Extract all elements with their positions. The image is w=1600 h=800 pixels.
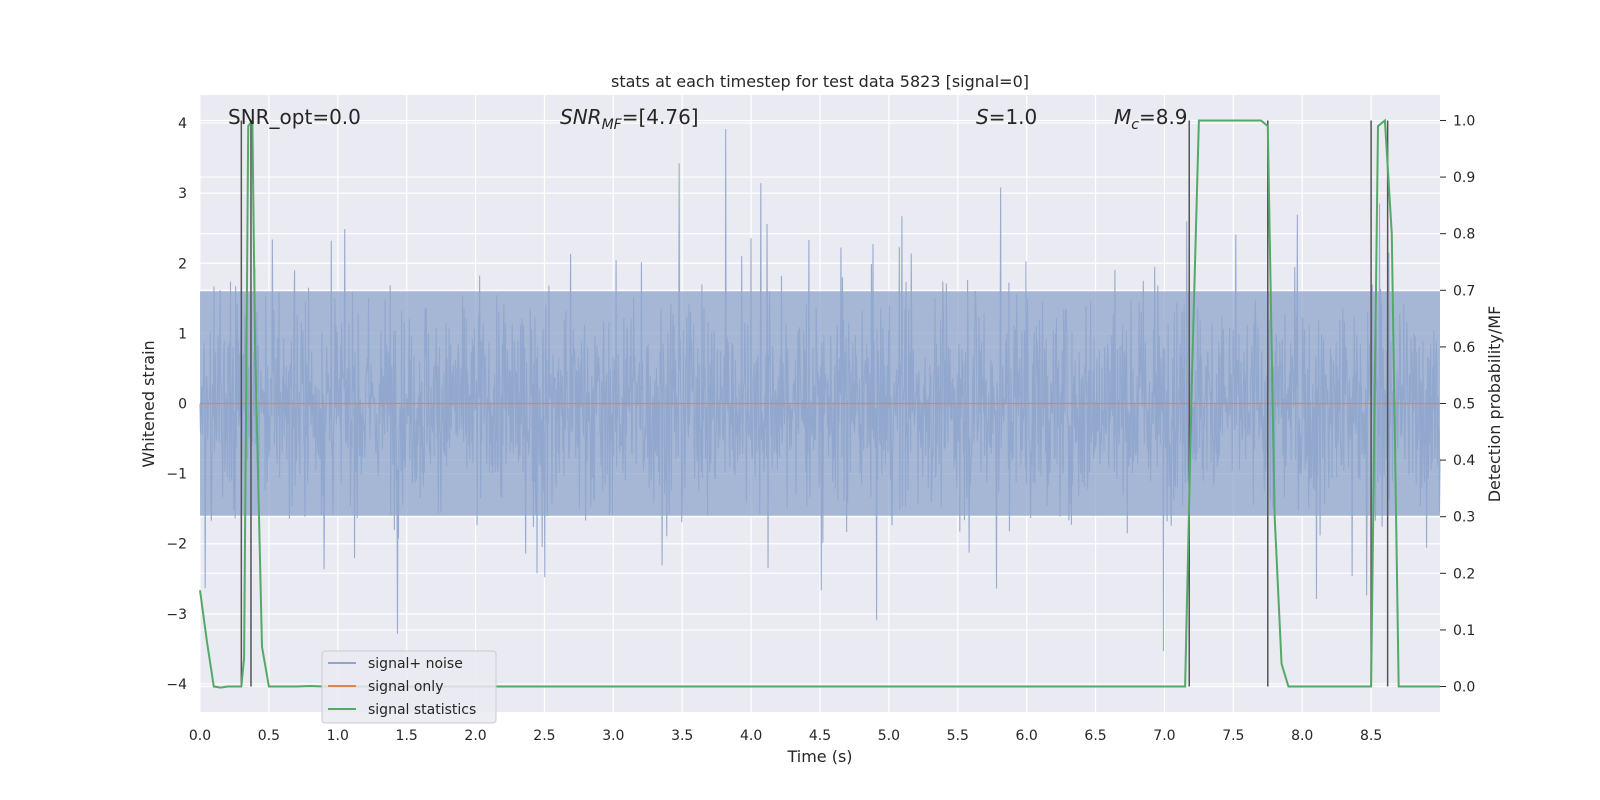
x-tick-9: 4.5 (809, 728, 831, 744)
y-right-tick-8: 0.8 (1453, 227, 1475, 243)
snr-mf-prefix: SNR (560, 105, 602, 129)
snr-mf-value: =[4.76] (622, 105, 699, 129)
y-left-tick-3: −1 (166, 467, 187, 483)
signal-statistics-line (199, 117, 1440, 689)
x-tick-4: 2.0 (464, 728, 486, 744)
y-right-tick-6: 0.6 (1453, 340, 1475, 356)
y-left-tick-4: 0 (178, 397, 187, 413)
y-right-tick-1: 0.1 (1453, 623, 1475, 639)
y-right-tick-labels: 0.0 0.1 0.2 0.3 0.4 0.5 0.6 0.7 0.8 0.9 1.0 (1440, 113, 1475, 696)
y-left-tick-0: −4 (166, 677, 187, 693)
mc-value: =8.9 (1139, 105, 1188, 129)
annotation-s: S=1.0 (976, 105, 1037, 129)
y-right-tick-5: 0.5 (1453, 397, 1475, 413)
y-left-tick-1: −3 (166, 607, 187, 623)
y-right-tick-2: 0.2 (1453, 566, 1475, 582)
y-left-tick-5: 1 (178, 326, 187, 342)
y-right-tick-3: 0.3 (1453, 510, 1475, 526)
y-right-tick-9: 0.9 (1453, 170, 1475, 186)
annotation-mc: Mc=8.9 (1114, 105, 1188, 133)
vertical-markers (240, 120, 1389, 687)
chart-title: stats at each timestep for test data 582… (611, 72, 1029, 91)
y-left-tick-labels: −4 −3 −2 −1 0 1 2 3 4 (166, 116, 187, 693)
x-tick-7: 3.5 (671, 728, 693, 744)
legend-label-signal-noise: signal+ noise (368, 656, 463, 672)
legend: signal+ noise signal only signal statist… (321, 650, 497, 724)
x-tick-14: 7.0 (1153, 728, 1175, 744)
y-left-tick-8: 4 (178, 116, 187, 132)
x-tick-13: 6.5 (1084, 728, 1106, 744)
y-right-tick-4: 0.4 (1453, 453, 1475, 469)
x-tick-11: 5.5 (947, 728, 969, 744)
x-tick-0: 0.0 (189, 728, 211, 744)
x-tick-1: 0.5 (258, 728, 280, 744)
series-signal-statistics (199, 117, 1440, 689)
s-label: S (976, 105, 989, 129)
x-tick-3: 1.5 (396, 728, 418, 744)
x-tick-17: 8.5 (1360, 728, 1382, 744)
legend-box (321, 650, 497, 724)
x-tick-12: 6.0 (1016, 728, 1038, 744)
s-value: =1.0 (989, 105, 1038, 129)
x-tick-5: 2.5 (533, 728, 555, 744)
x-axis-label: Time (s) (786, 747, 852, 766)
x-tick-16: 8.0 (1291, 728, 1313, 744)
annotation-snr-opt: SNR_opt=0.0 (228, 105, 361, 129)
y-left-tick-7: 3 (178, 186, 187, 202)
legend-label-signal-statistics: signal statistics (368, 702, 476, 718)
x-tick-2: 1.0 (327, 728, 349, 744)
annotation-snr-mf: SNRMF=[4.76] (560, 105, 699, 133)
y-left-axis-label: Whitened strain (139, 340, 158, 467)
y-right-tick-0: 0.0 (1453, 680, 1475, 696)
y-right-tick-7: 0.7 (1453, 283, 1475, 299)
x-tick-labels: 0.0 0.5 1.0 1.5 2.0 2.5 3.0 3.5 4.0 4.5 5.0 5.5 6.0 6… (189, 728, 1382, 744)
x-tick-10: 5.0 (878, 728, 900, 744)
mc-sub: c (1131, 117, 1139, 133)
mc-label: M (1114, 105, 1131, 129)
snr-mf-sub: MF (602, 117, 623, 133)
y-right-tick-10: 1.0 (1453, 113, 1475, 129)
x-tick-8: 4.0 (740, 728, 762, 744)
y-left-tick-2: −2 (166, 537, 187, 553)
x-tick-15: 7.5 (1222, 728, 1244, 744)
x-tick-6: 3.0 (602, 728, 624, 744)
y-right-axis-label: Detection probability/MF (1485, 306, 1504, 503)
y-left-tick-6: 2 (178, 256, 187, 272)
legend-label-signal-only: signal only (368, 679, 443, 695)
